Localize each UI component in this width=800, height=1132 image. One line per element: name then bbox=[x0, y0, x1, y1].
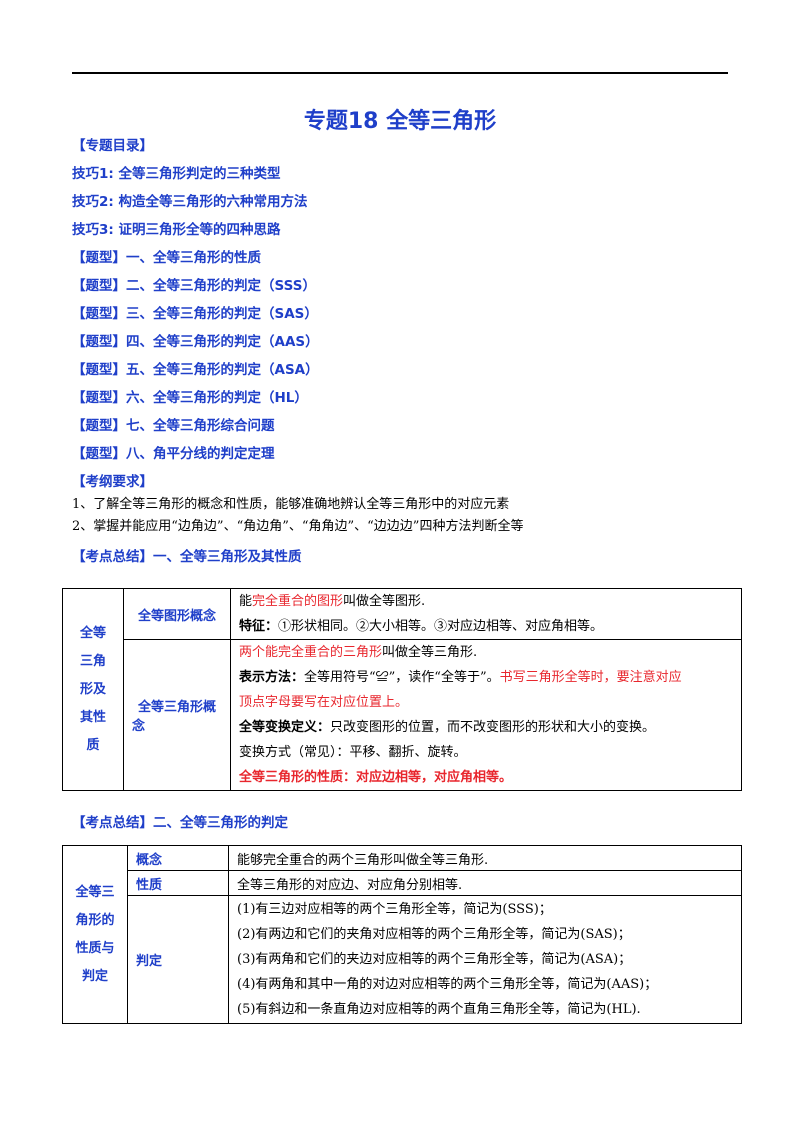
side-label-line: 全等 bbox=[79, 625, 106, 641]
summary1-side-label: 全等 三角 形及 其性 质 bbox=[62, 588, 124, 791]
judge-rule: (2)有两边和它们的夹角对应相等的两个三角形全等，简记为(SAS)； bbox=[237, 927, 631, 942]
catalog-item: 【题型】七、全等三角形综合问题 bbox=[72, 418, 275, 434]
transform-methods: 变换方式（常见）：平移、翻折、旋转。 bbox=[239, 745, 467, 760]
judge-rule: (3)有两角和它们的夹边对应相等的两个三角形全等，简记为(ASA)； bbox=[237, 952, 632, 967]
catalog-item: 【题型】八、角平分线的判定定理 bbox=[72, 446, 275, 462]
transform-label: 全等变换定义： bbox=[239, 720, 331, 735]
catalog-item: 【题型】四、全等三角形的判定（AAS） bbox=[72, 334, 319, 350]
side-label-line: 判定 bbox=[81, 968, 108, 984]
requirement-item: 2、掌握并能应用“边角边”、“角边角”、“角角边”、“边边边”四种方法判断全等 bbox=[72, 519, 524, 534]
side-label-line: 其性 bbox=[79, 709, 106, 725]
notation-text: 全等用符号“≌”，读作“全等于”。 bbox=[304, 670, 500, 685]
triangle-concept-label: 全等三角形概 念 bbox=[123, 639, 231, 791]
catalog-item: 【题型】一、全等三角形的性质 bbox=[72, 250, 261, 266]
side-label-line: 形及 bbox=[79, 681, 106, 697]
side-label-line: 性质与 bbox=[75, 940, 115, 956]
transform-text: 只改变图形的位置，而不改变图形的形状和大小的变换。 bbox=[330, 720, 656, 735]
judge-content: (1)有三边对应相等的两个三角形全等，简记为(SSS)； (2)有两边和它们的夹… bbox=[228, 895, 742, 1024]
summary1-heading: 【考点总结】一、全等三角形及其性质 bbox=[72, 549, 302, 565]
side-label-line: 全等三 bbox=[75, 884, 115, 900]
summary1-table: 全等 三角 形及 其性 质 全等图形概念 能完全重合的图形叫做全等图形. 特征：… bbox=[62, 588, 742, 791]
property-label: 性质 bbox=[127, 870, 229, 896]
concept-label: 概念 bbox=[127, 845, 229, 871]
summary2-side-label: 全等三 角形的 性质与 判定 bbox=[62, 845, 128, 1024]
definition-highlight: 两个能完全重合的三角形 bbox=[239, 645, 383, 660]
catalog-item: 技巧1: 全等三角形判定的三种类型 bbox=[72, 166, 281, 182]
catalog-item: 【题型】六、全等三角形的判定（HL） bbox=[72, 390, 308, 406]
catalog-item: 【题型】五、全等三角形的判定（ASA） bbox=[72, 362, 319, 378]
feature-text: ①形状相同。②大小相等。③对应边相等、对应角相等。 bbox=[278, 619, 604, 634]
notation-warning: 顶点字母要写在对应位置上。 bbox=[239, 695, 409, 710]
concept-text: 能 bbox=[239, 594, 253, 609]
judge-rule: (1)有三边对应相等的两个三角形全等，简记为(SSS)； bbox=[237, 902, 552, 917]
header-rule bbox=[72, 72, 728, 74]
concept-label: 全等图形概念 bbox=[123, 588, 231, 640]
catalog-item: 【题型】二、全等三角形的判定（SSS） bbox=[72, 278, 316, 294]
requirement-item: 1、了解全等三角形的概念和性质，能够准确地辨认全等三角形中的对应元素 bbox=[72, 497, 510, 512]
catalog-item: 技巧2: 构造全等三角形的六种常用方法 bbox=[72, 194, 308, 210]
page-title: 专题18 全等三角形 bbox=[303, 109, 497, 134]
property-text: 全等三角形的对应边、对应角分别相等. bbox=[228, 870, 742, 896]
requirements-heading: 【考纲要求】 bbox=[72, 474, 153, 490]
concept-text: 叫做全等图形. bbox=[343, 594, 426, 609]
property-text: 全等三角形的性质：对应边相等，对应角相等。 bbox=[239, 770, 513, 785]
catalog-item: 【题型】三、全等三角形的判定（SAS） bbox=[72, 306, 318, 322]
label-line: 全等三角形概 bbox=[137, 700, 216, 715]
summary2-heading: 【考点总结】二、全等三角形的判定 bbox=[72, 815, 288, 831]
feature-label: 特征： bbox=[239, 619, 279, 634]
concept-text: 能够完全重合的两个三角形叫做全等三角形. bbox=[228, 845, 742, 871]
catalog-heading: 【专题目录】 bbox=[72, 138, 153, 154]
definition-text: 叫做全等三角形. bbox=[382, 645, 478, 660]
judge-rule: (4)有两角和其中一角的对边对应相等的两个三角形全等，简记为(AAS)； bbox=[237, 977, 658, 992]
side-label-line: 质 bbox=[86, 737, 100, 753]
concept-content: 能完全重合的图形叫做全等图形. 特征：①形状相同。②大小相等。③对应边相等、对应… bbox=[230, 588, 742, 640]
notation-warning: 书写三角形全等时，要注意对应 bbox=[499, 670, 682, 685]
notation-label: 表示方法： bbox=[239, 670, 305, 685]
concept-highlight: 完全重合的图形 bbox=[252, 594, 344, 609]
summary2-table: 全等三 角形的 性质与 判定 概念 能够完全重合的两个三角形叫做全等三角形. 性… bbox=[62, 845, 742, 1024]
judge-rule: (5)有斜边和一条直角边对应相等的两个直角三角形全等，简记为(HL). bbox=[237, 1002, 641, 1017]
label-line: 念 bbox=[132, 719, 146, 734]
side-label-line: 三角 bbox=[79, 653, 106, 669]
triangle-concept-content: 两个能完全重合的三角形叫做全等三角形. 表示方法：全等用符号“≌”，读作“全等于… bbox=[230, 639, 742, 791]
judge-label: 判定 bbox=[127, 895, 229, 1024]
side-label-line: 角形的 bbox=[75, 912, 115, 928]
catalog-item: 技巧3: 证明三角形全等的四种思路 bbox=[72, 222, 281, 238]
